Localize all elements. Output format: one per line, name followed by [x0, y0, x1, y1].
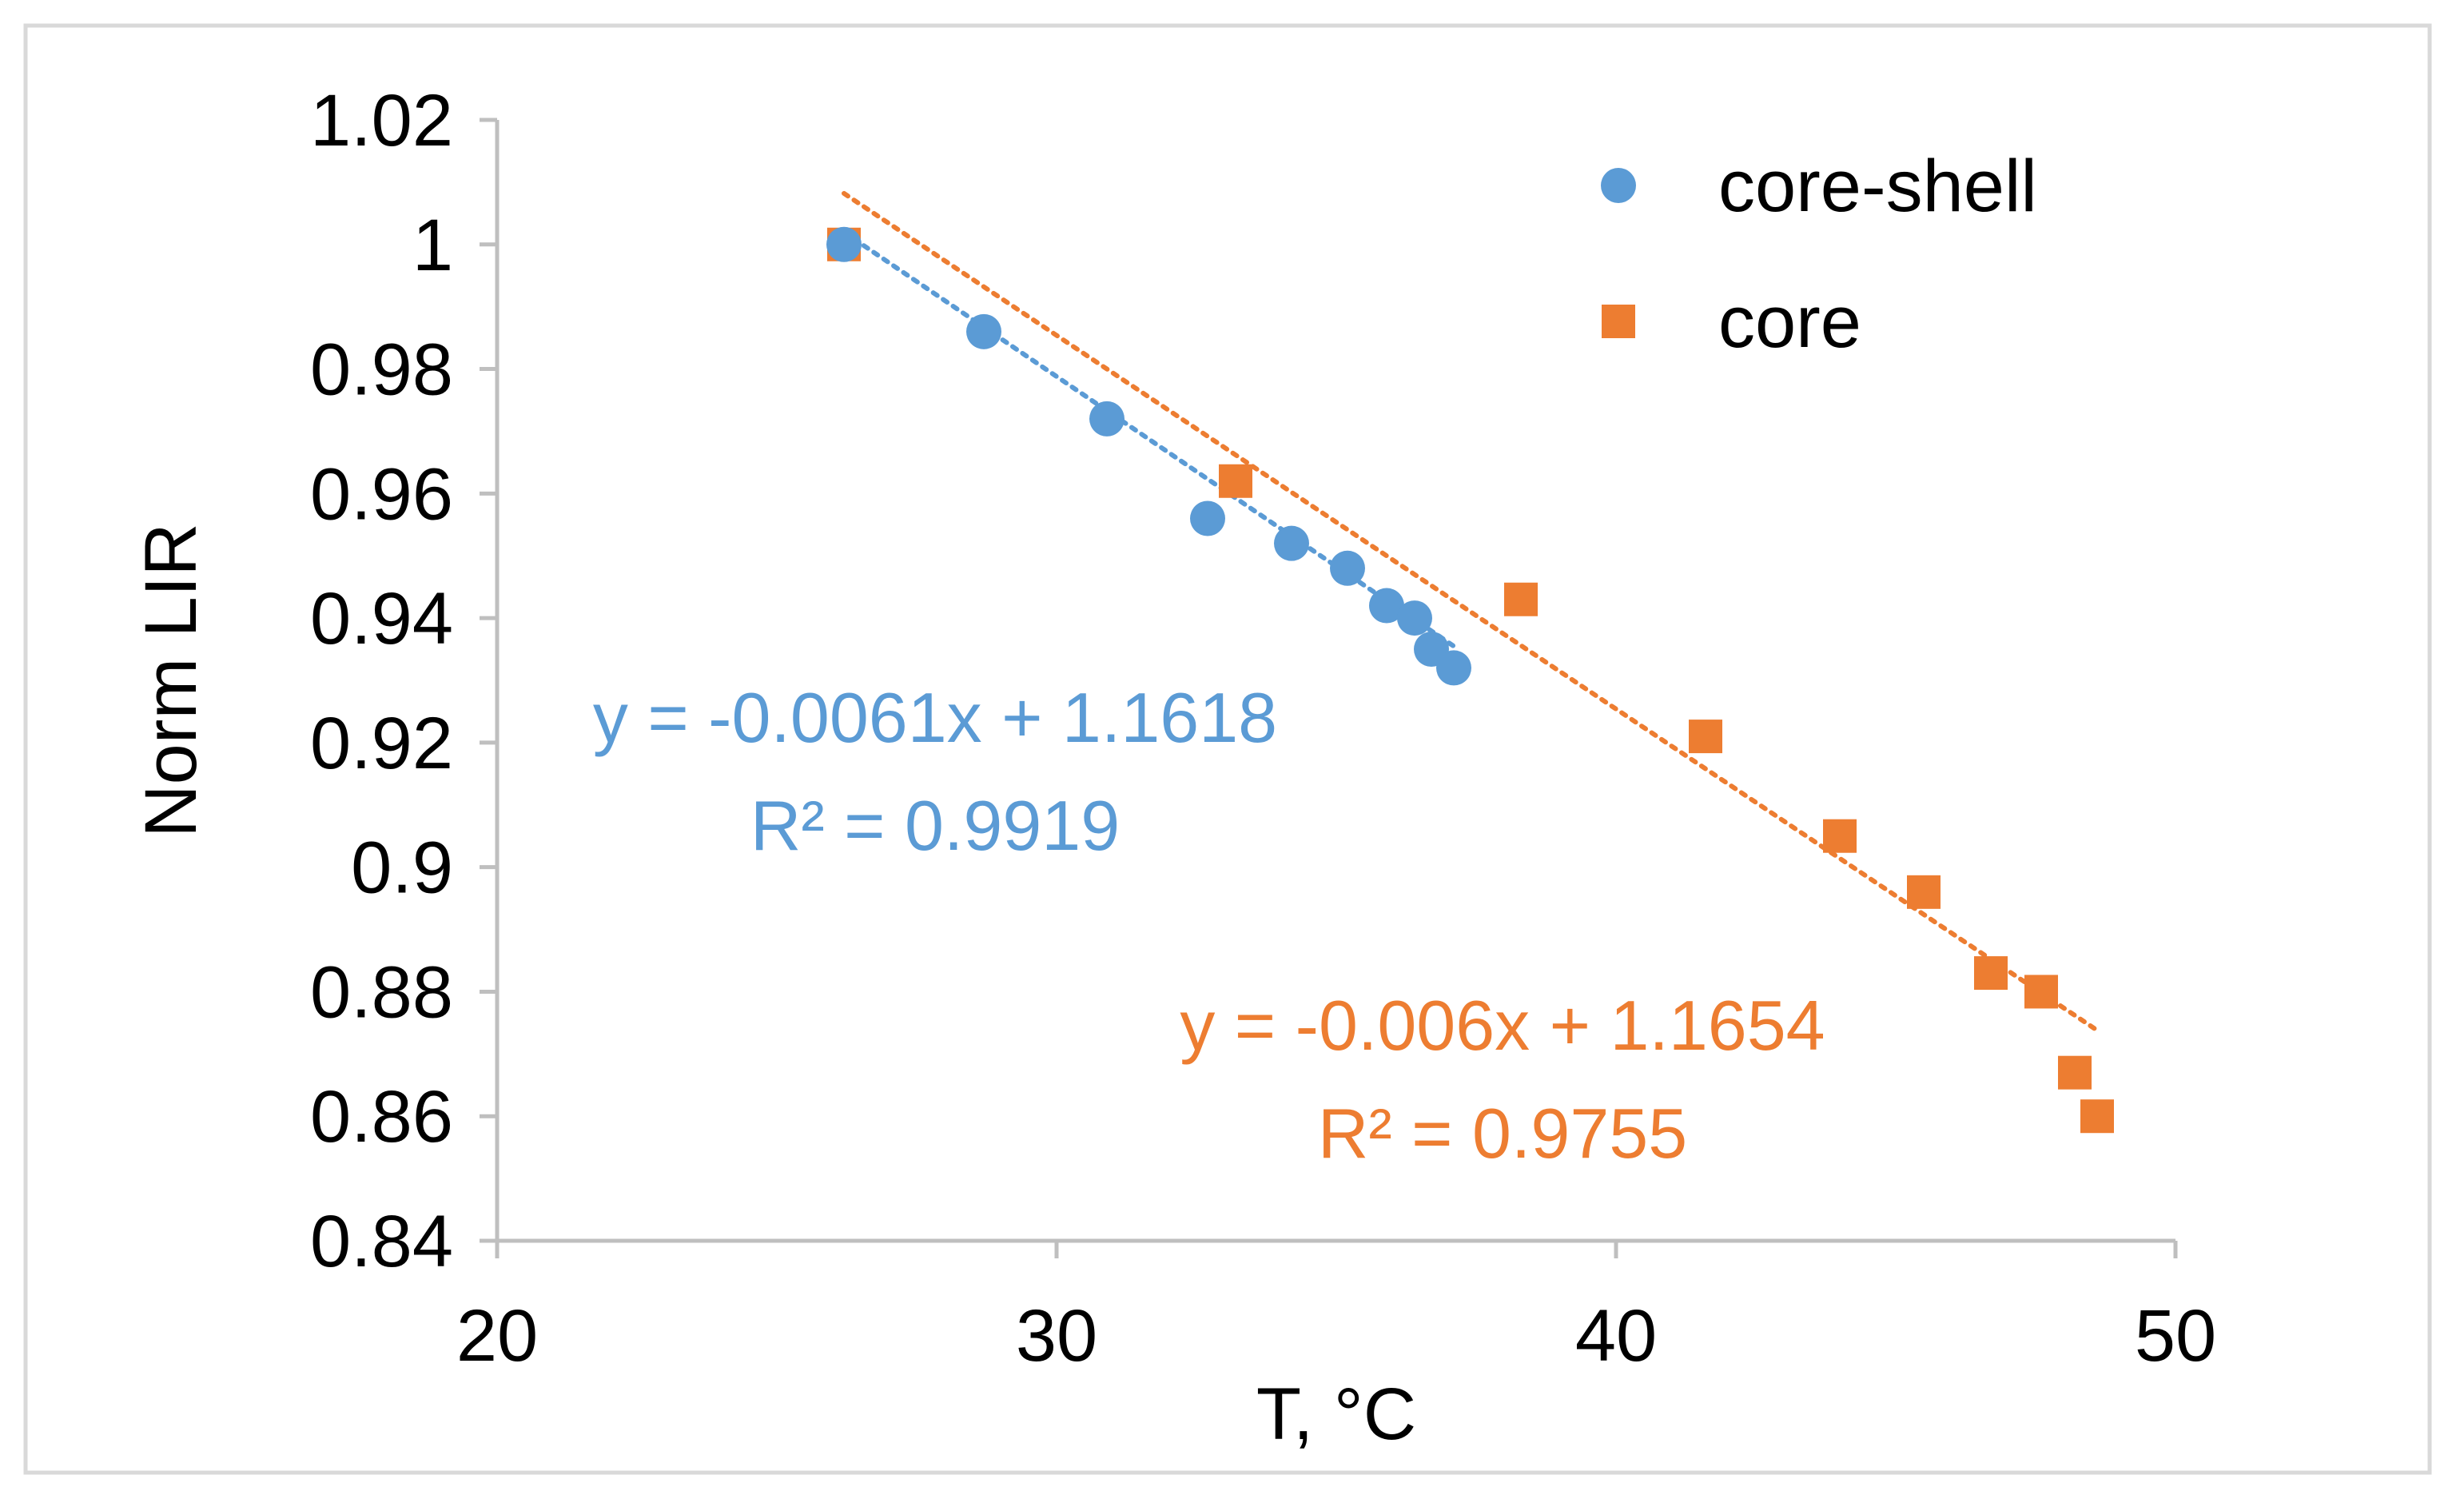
legend-marker-core	[1602, 305, 1635, 338]
r2-core: R² = 0.9755	[1318, 1094, 1687, 1173]
y-tick-label: 0.94	[310, 578, 453, 660]
data-point-core	[2024, 975, 2058, 1009]
data-point-core-shell	[826, 226, 862, 262]
data-point-core	[1823, 819, 1857, 853]
data-point-core-shell	[1369, 588, 1404, 624]
trendline-equations: y = -0.0061x + 1.1618 R² = 0.9919 y = -0…	[593, 678, 1825, 1173]
data-point-core-shell	[966, 313, 1001, 349]
legend-label-core-shell: core-shell	[1718, 146, 2037, 227]
data-point-core-shell	[1190, 500, 1225, 536]
y-ticks: 0.84 0.86 0.88 0.9 0.92 0.94 0.96 0.98 1 1.02	[310, 80, 497, 1282]
y-tick-label: 1	[412, 205, 453, 286]
data-point-core	[1689, 720, 1722, 754]
y-tick-label: 1.02	[310, 80, 453, 161]
data-point-core	[1974, 956, 2008, 991]
x-tick-label: 20	[456, 1295, 538, 1377]
x-tick-label: 50	[2135, 1295, 2216, 1377]
x-tick-label: 30	[1016, 1295, 1097, 1377]
data-markers	[826, 226, 2114, 1134]
y-tick-label: 0.84	[310, 1201, 453, 1282]
y-tick-label: 0.86	[310, 1076, 453, 1158]
data-point-core	[1907, 875, 1941, 909]
x-tick-label: 40	[1575, 1295, 1657, 1377]
data-point-core-shell	[1330, 550, 1365, 586]
r2-core-shell: R² = 0.9919	[750, 786, 1120, 865]
legend: core-shell core	[1601, 146, 2037, 363]
y-tick-label: 0.98	[310, 329, 453, 411]
trendline-core	[842, 190, 2100, 1033]
data-point-core-shell	[1436, 650, 1471, 686]
data-point-core	[2058, 1055, 2092, 1090]
chart-frame	[23, 23, 2432, 1475]
y-tick-label: 0.9	[351, 827, 453, 909]
data-point-core	[1219, 464, 1252, 498]
data-point-core	[2080, 1099, 2114, 1134]
legend-marker-core-shell	[1601, 168, 1636, 203]
y-tick-label: 0.92	[310, 703, 453, 784]
data-point-core-shell	[1397, 600, 1432, 636]
x-ticks: 20 30 40 50	[456, 1241, 2216, 1377]
y-tick-label: 0.96	[310, 453, 453, 535]
data-point-core-shell	[1089, 401, 1125, 437]
legend-label-core: core	[1718, 281, 1861, 363]
equation-core-shell: y = -0.0061x + 1.1618	[593, 678, 1277, 757]
data-point-core	[1504, 582, 1538, 616]
equation-core: y = -0.006x + 1.1654	[1180, 986, 1825, 1065]
y-axis-title: Norm LIR	[130, 523, 212, 838]
axes: 0.84 0.86 0.88 0.9 0.92 0.94 0.96 0.98 1 1.02 20 3…	[310, 80, 2216, 1377]
data-point-core-shell	[1274, 525, 1309, 561]
x-axis-title: T, °C	[1256, 1373, 1416, 1455]
y-tick-label: 0.88	[310, 951, 453, 1033]
